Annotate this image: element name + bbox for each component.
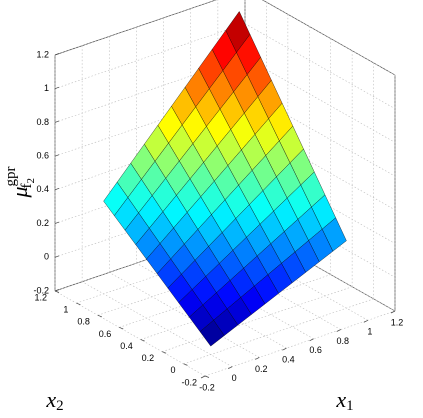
x2-tick-label: 0: [171, 365, 176, 375]
z-tick: [54, 53, 60, 56]
x1-label-base: x: [335, 387, 346, 412]
x2-tick: [162, 351, 167, 354]
x1-tick: [309, 338, 314, 342]
z-label-base: μ: [7, 186, 32, 198]
grid-line: [244, 57, 396, 143]
grid-line: [109, 272, 260, 358]
x1-label-sub: 1: [346, 398, 354, 414]
x2-tick-label: 0.8: [77, 317, 90, 327]
box-edge: [54, 0, 217, 56]
z-tick-label: 0.2: [36, 218, 49, 228]
x1-tick: [363, 319, 369, 323]
x2-tick: [54, 290, 60, 293]
x1-tick-label: 0.6: [309, 345, 322, 355]
x1-tick-label: 0: [232, 373, 237, 383]
z-tick: [54, 86, 60, 90]
x2-tick-label: 0.2: [142, 353, 155, 363]
z-tick-label: 0: [44, 252, 49, 262]
x2-tick-label: -0.2: [181, 377, 197, 387]
z-tick: [54, 289, 60, 292]
x2-tick: [119, 327, 124, 330]
z-tick-label: 0.8: [36, 117, 49, 127]
x1-tick-label: 1.2: [391, 317, 404, 327]
z-tick-label: -0.2: [33, 285, 49, 295]
axes: -0.200.20.40.60.811.2-0.200.20.40.60.811…: [33, 49, 403, 392]
z-label-sub: f: [19, 183, 35, 188]
x2-tick: [140, 339, 145, 342]
z-tick-label: 0.4: [36, 184, 49, 194]
x1-tick-label: 0.8: [336, 336, 349, 346]
x1-tick: [255, 357, 260, 360]
z-tick: [54, 255, 60, 258]
z-tick-label: 1.2: [36, 49, 49, 59]
z-label: μgprf2: [3, 166, 36, 198]
x2-tick: [76, 302, 81, 305]
x2-tick-label: 1.2: [34, 292, 47, 302]
x1-tick: [282, 347, 287, 351]
z-tick: [54, 154, 60, 157]
grid-line: [81, 281, 233, 367]
x2-tick: [183, 363, 188, 366]
x2-tick: [97, 314, 102, 318]
x1-tick-label: 0.4: [282, 355, 295, 365]
z-tick: [54, 120, 60, 123]
z-tick-label: 1: [44, 83, 49, 93]
z-label-sup: gpr: [3, 166, 19, 186]
x1-tick: [227, 366, 233, 370]
z-tick: [54, 221, 60, 224]
x2-label-sub: 2: [56, 398, 64, 414]
x2-label: x2: [45, 387, 63, 414]
surface: [103, 11, 347, 347]
x2-tick-label: 0.6: [99, 329, 112, 339]
x2-tick: [204, 375, 210, 378]
x1-tick: [336, 329, 341, 332]
x1-tick: [390, 310, 396, 314]
grid-line: [262, 0, 396, 76]
x2-label-base: x: [45, 387, 56, 412]
x1-label: x1: [335, 387, 353, 414]
x1-tick-label: -0.2: [199, 382, 215, 392]
x2-tick-label: 0.4: [120, 341, 133, 351]
grid-line: [244, 23, 396, 109]
z-tick: [54, 188, 60, 191]
box-edge: [261, 0, 396, 76]
grid-line: [54, 290, 206, 377]
z-tick-label: 0.6: [36, 151, 49, 161]
x2-tick-label: 1: [63, 305, 68, 315]
z-label-subsub: 2: [25, 178, 37, 184]
surface-cell: [199, 320, 225, 347]
x1-tick-label: 1: [367, 327, 372, 337]
x1-tick-label: 0.2: [255, 364, 268, 374]
x1-tick: [200, 375, 206, 379]
